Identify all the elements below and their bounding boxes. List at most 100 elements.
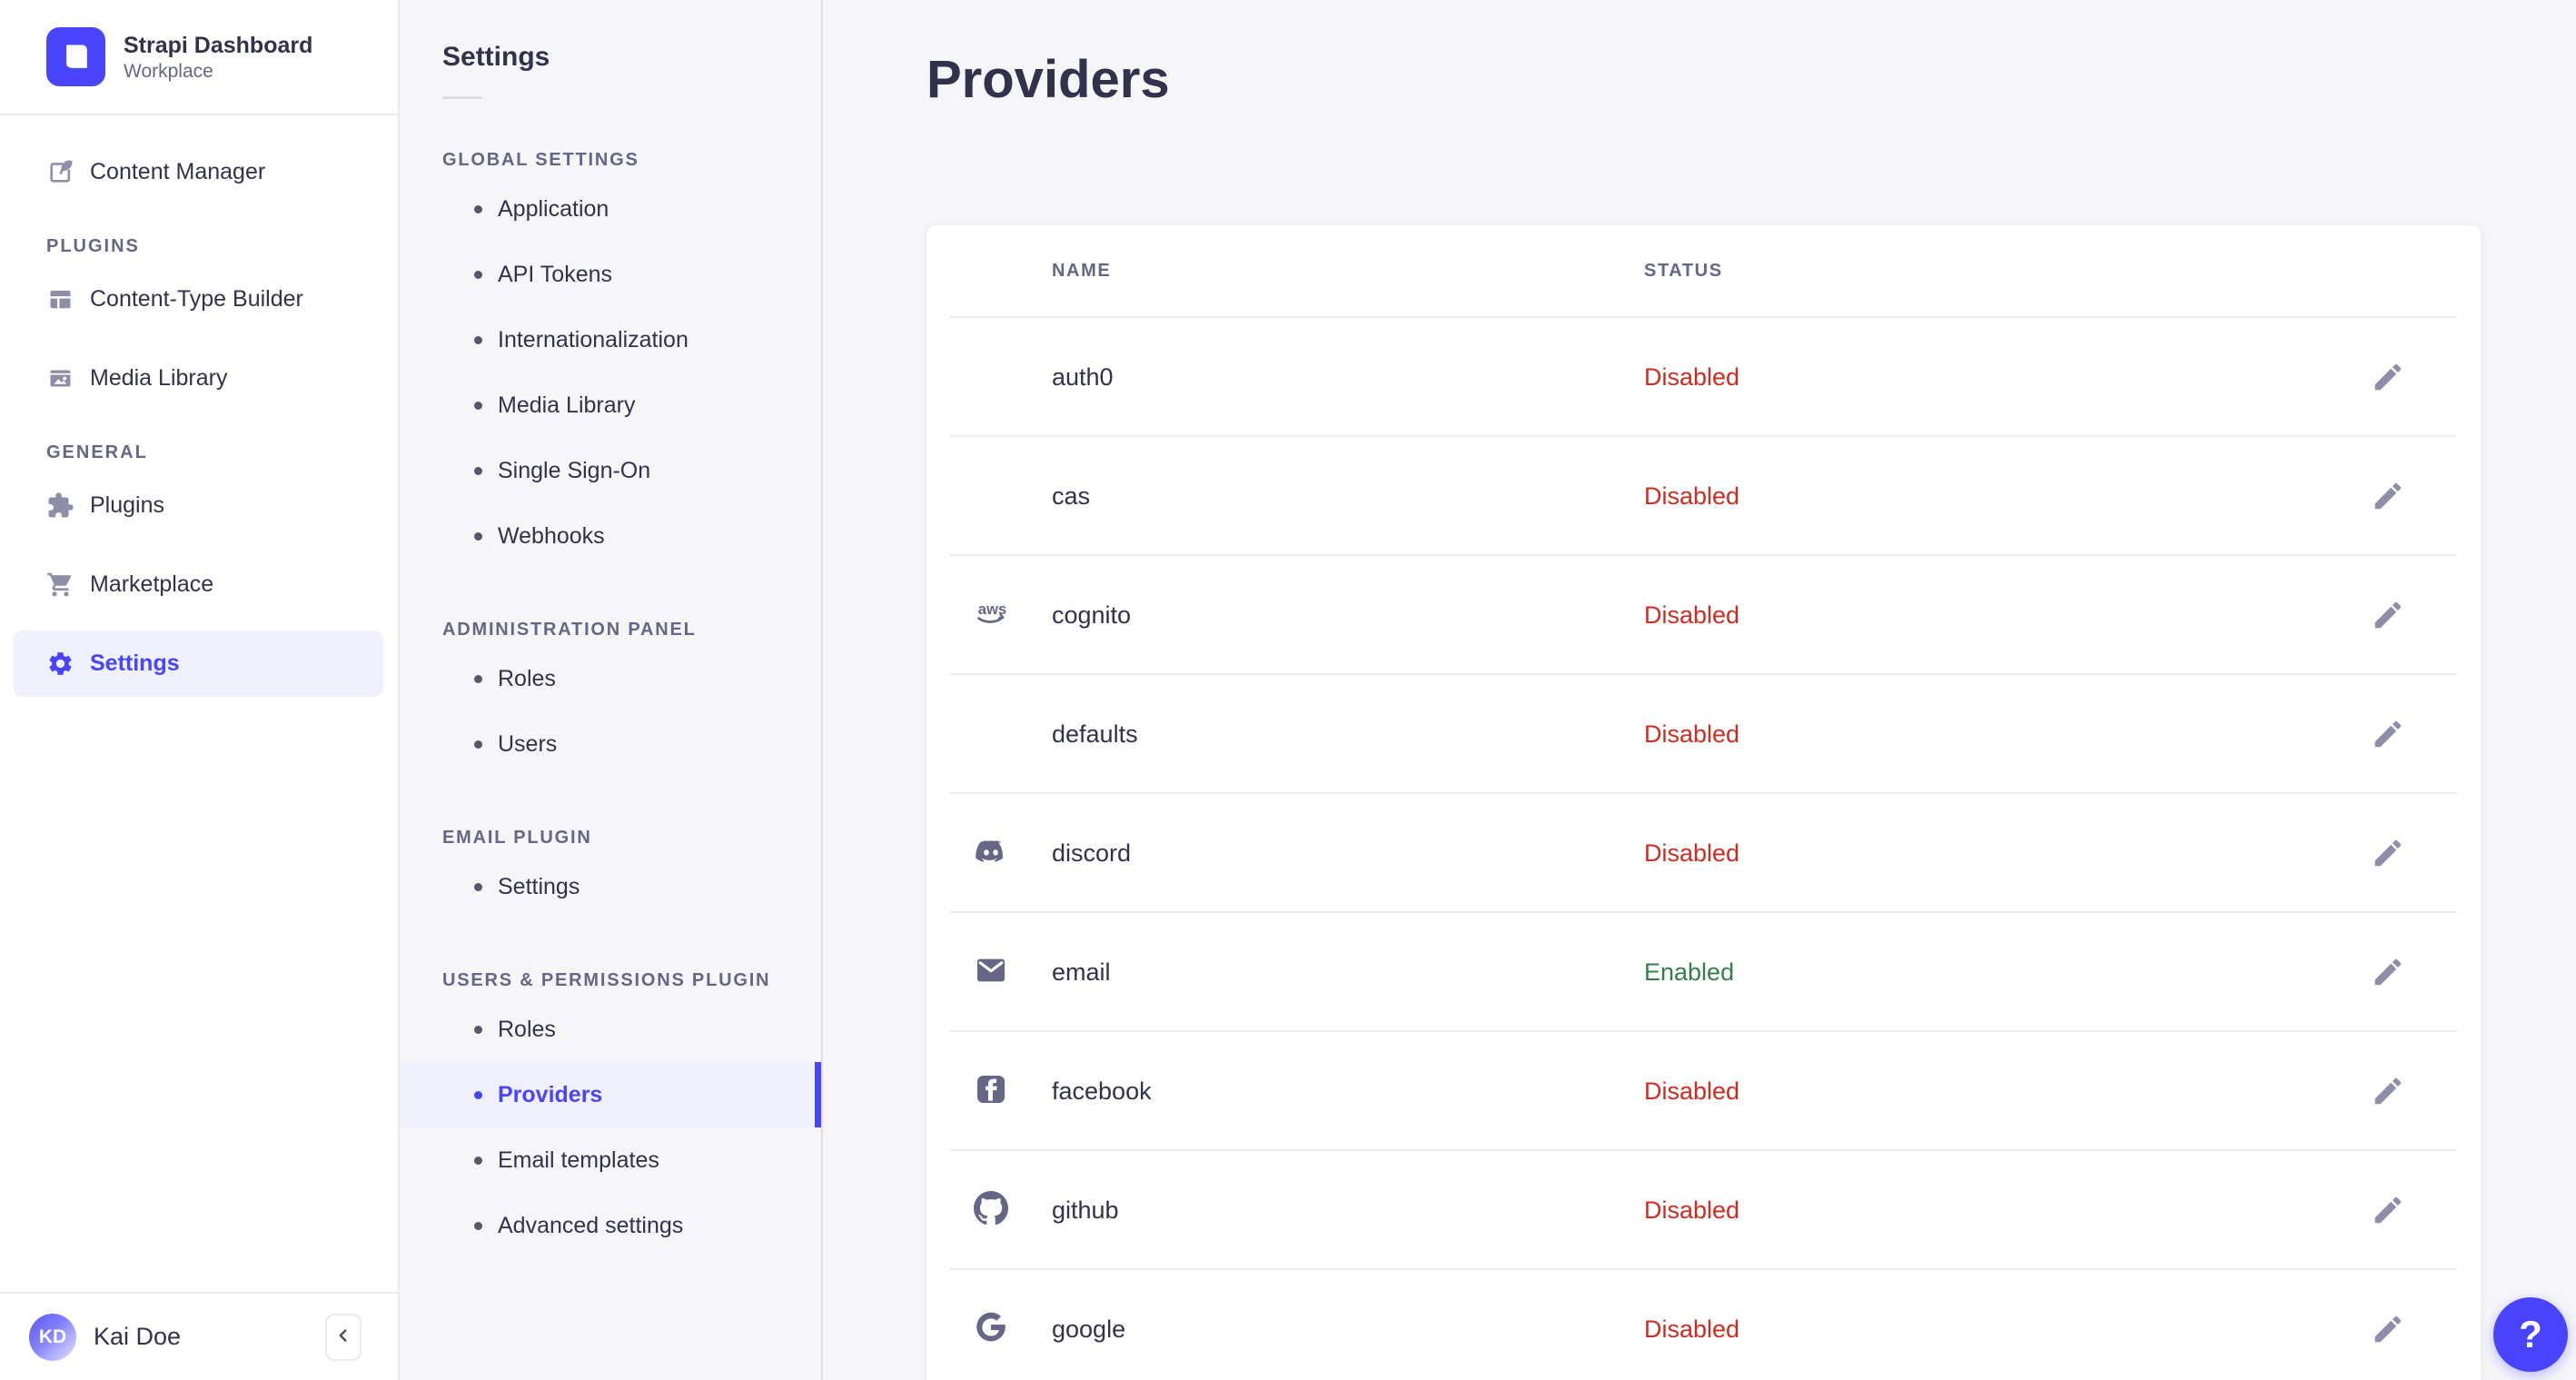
svg-text:aws: aws <box>978 600 1006 617</box>
sidebar-item-label: Content Manager <box>90 159 266 184</box>
provider-name: github <box>1052 1196 1119 1224</box>
chevron-left-icon <box>333 1325 353 1348</box>
bullet-icon <box>474 204 482 213</box>
provider-name: discord <box>1052 839 1132 867</box>
sidebar-item-content-type-builder[interactable]: Content-Type Builder <box>0 266 398 333</box>
sidebar-item-marketplace[interactable]: Marketplace <box>0 551 398 618</box>
workspace-switcher[interactable]: Strapi Dashboard Workplace <box>0 0 398 115</box>
provider-row-cognito[interactable]: aws cognito Disabled <box>926 556 2481 675</box>
status-badge: Disabled <box>1644 601 1740 629</box>
main-sidebar: Strapi Dashboard Workplace Content Manag… <box>0 0 400 1380</box>
provider-name: facebook <box>1052 1077 1152 1105</box>
discord-icon <box>974 834 1008 873</box>
sidebar-item-content-manager[interactable]: Content Manager <box>0 139 398 205</box>
edit-provider-button[interactable] <box>2370 597 2406 633</box>
sidebar-item-label: Settings <box>90 650 180 676</box>
main-content: Providers NAME STATUS auth0 Disabled cas… <box>823 0 2576 1380</box>
subnav-item-admin-users[interactable]: Users <box>400 711 821 777</box>
provider-name: cas <box>1052 482 1091 510</box>
subnav-group-email-plugin: EMAIL PLUGIN <box>442 828 592 848</box>
cart-icon <box>46 571 74 599</box>
subnav-item-email-settings[interactable]: Settings <box>400 854 821 919</box>
bullet-icon <box>474 740 482 749</box>
table-header-row: NAME STATUS <box>926 225 2481 318</box>
sidebar-item-media-library[interactable]: Media Library <box>0 345 398 412</box>
subnav-item-advanced-settings[interactable]: Advanced settings <box>400 1193 821 1258</box>
bullet-icon <box>474 270 482 279</box>
subnav-item-up-roles[interactable]: Roles <box>400 997 821 1062</box>
status-badge: Disabled <box>1644 482 1740 510</box>
help-button[interactable]: ? <box>2493 1297 2568 1372</box>
github-icon <box>974 1190 1008 1230</box>
edit-provider-button[interactable] <box>2370 1192 2406 1228</box>
content-manager-icon <box>46 158 74 186</box>
sidebar-section-general: GENERAL <box>46 442 148 462</box>
provider-row-google[interactable]: google Disabled <box>926 1270 2481 1380</box>
edit-provider-button[interactable] <box>2370 835 2406 871</box>
subnav-item-application[interactable]: Application <box>400 176 821 242</box>
bullet-icon <box>474 466 482 475</box>
edit-provider-button[interactable] <box>2370 359 2406 395</box>
provider-name: google <box>1052 1315 1126 1343</box>
bullet-icon <box>474 401 482 410</box>
facebook-icon <box>974 1072 1008 1111</box>
settings-subnav: Settings GLOBAL SETTINGS Application API… <box>400 0 823 1380</box>
status-badge: Disabled <box>1644 720 1740 748</box>
provider-name: defaults <box>1052 720 1138 748</box>
provider-name: cognito <box>1052 601 1132 629</box>
user-name: Kai Doe <box>94 1323 182 1350</box>
subnav-item-webhooks[interactable]: Webhooks <box>400 503 821 569</box>
sidebar-section-plugins: PLUGINS <box>46 236 140 256</box>
avatar[interactable]: KD <box>29 1313 76 1361</box>
sidebar-item-plugins[interactable]: Plugins <box>0 472 398 539</box>
provider-name: auth0 <box>1052 362 1114 391</box>
column-header-status: STATUS <box>1644 261 1723 281</box>
media-library-icon <box>46 364 74 392</box>
bullet-icon <box>474 1221 482 1230</box>
bullet-icon <box>474 882 482 891</box>
strapi-logo-icon <box>46 27 105 86</box>
workspace-subtitle: Workplace <box>124 61 213 83</box>
subnav-divider <box>442 96 482 99</box>
subnav-item-providers[interactable]: Providers <box>400 1062 821 1127</box>
workspace-title: Strapi Dashboard <box>124 32 313 58</box>
edit-provider-button[interactable] <box>2370 478 2406 514</box>
subnav-group-users-permissions-plugin: USERS & PERMISSIONS PLUGIN <box>442 970 771 990</box>
bullet-icon <box>474 674 482 683</box>
status-badge: Enabled <box>1644 958 1735 986</box>
subnav-group-global-settings: GLOBAL SETTINGS <box>442 150 639 170</box>
sidebar-item-label: Plugins <box>90 492 164 518</box>
subnav-item-media-library[interactable]: Media Library <box>400 372 821 438</box>
edit-provider-button[interactable] <box>2370 954 2406 990</box>
sidebar-item-settings[interactable]: Settings <box>14 630 383 697</box>
bullet-icon <box>474 1156 482 1165</box>
email-icon <box>974 953 1008 992</box>
providers-table-card: NAME STATUS auth0 Disabled cas Disabled <box>926 224 2481 1380</box>
content-type-builder-icon <box>46 285 74 313</box>
puzzle-icon <box>46 491 74 520</box>
subnav-item-email-templates[interactable]: Email templates <box>400 1127 821 1193</box>
subnav-group-administration-panel: ADMINISTRATION PANEL <box>442 620 697 640</box>
provider-row-defaults[interactable]: defaults Disabled <box>926 675 2481 794</box>
sidebar-item-label: Content-Type Builder <box>90 286 303 312</box>
subnav-item-api-tokens[interactable]: API Tokens <box>400 242 821 307</box>
provider-name: email <box>1052 958 1111 986</box>
provider-row-cas[interactable]: cas Disabled <box>926 437 2481 556</box>
google-icon <box>974 1310 1008 1349</box>
gear-icon <box>46 650 74 678</box>
provider-row-facebook[interactable]: facebook Disabled <box>926 1032 2481 1151</box>
bullet-icon <box>474 531 482 541</box>
provider-row-discord[interactable]: discord Disabled <box>926 794 2481 913</box>
subnav-item-single-sign-on[interactable]: Single Sign-On <box>400 438 821 503</box>
edit-provider-button[interactable] <box>2370 716 2406 752</box>
provider-row-email[interactable]: email Enabled <box>926 913 2481 1032</box>
subnav-item-internationalization[interactable]: Internationalization <box>400 307 821 372</box>
provider-row-github[interactable]: github Disabled <box>926 1151 2481 1270</box>
edit-provider-button[interactable] <box>2370 1073 2406 1109</box>
sidebar-item-label: Media Library <box>90 365 228 391</box>
subnav-item-admin-roles[interactable]: Roles <box>400 646 821 711</box>
edit-provider-button[interactable] <box>2370 1311 2406 1347</box>
provider-row-auth0[interactable]: auth0 Disabled <box>926 318 2481 437</box>
sidebar-collapse-button[interactable] <box>325 1313 362 1361</box>
